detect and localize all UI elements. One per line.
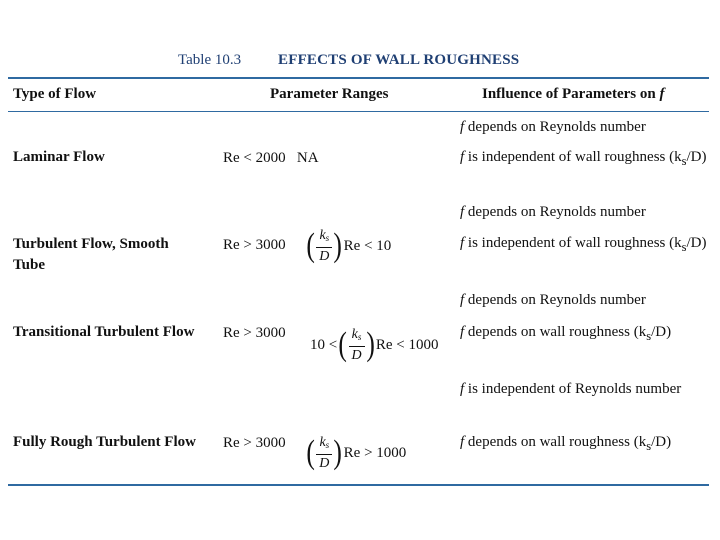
influence-transitional-1: f depends on Reynolds number bbox=[460, 292, 646, 308]
flow-type-laminar: Laminar Flow bbox=[13, 149, 105, 165]
range-re-turbulent-smooth: Re > 3000 bbox=[223, 237, 286, 253]
range-re-transitional: Re > 3000 bbox=[223, 325, 286, 341]
flow-type-turbulent-smooth: Turbulent Flow, Smooth Tube bbox=[13, 236, 169, 273]
range-formula-transitional: 10 < ( ks D ) Re < 1000 bbox=[310, 326, 439, 363]
table-number: Table 10.3 bbox=[178, 52, 242, 68]
flow-type-transitional: Transitional Turbulent Flow bbox=[13, 324, 195, 340]
range-re-fully-rough: Re > 3000 bbox=[223, 435, 286, 451]
range-laminar: Re < 2000 NA bbox=[223, 147, 319, 169]
header-influence: Influence of Parameters on f bbox=[482, 86, 665, 102]
influence-laminar-1: f depends on Reynolds number bbox=[460, 119, 646, 135]
bottom-rule bbox=[8, 484, 709, 486]
header-parameter-ranges: Parameter Ranges bbox=[270, 86, 389, 102]
header-rule bbox=[8, 111, 709, 112]
influence-laminar-2: f is independent of wall roughness (ks/D… bbox=[460, 149, 707, 168]
range-formula-turbulent-smooth: ( ks D ) Re < 10 bbox=[306, 227, 392, 264]
top-rule bbox=[8, 77, 709, 79]
header-type-of-flow: Type of Flow bbox=[13, 86, 97, 102]
range-na: NA bbox=[296, 150, 319, 166]
range-formula-fully-rough: ( ks D ) Re > 1000 bbox=[306, 434, 407, 471]
flow-type-fully-rough: Fully Rough Turbulent Flow bbox=[13, 434, 196, 450]
influence-fully-rough-2: f depends on wall roughness (ks/D) bbox=[460, 434, 672, 453]
influence-transitional-2: f depends on wall roughness (ks/D) bbox=[460, 324, 672, 343]
table-title: EFFECTS OF WALL ROUGHNESS bbox=[278, 52, 520, 68]
range-re: Re < 2000 bbox=[223, 150, 286, 166]
influence-turbulent-smooth-2: f is independent of wall roughness (ks/D… bbox=[460, 235, 707, 254]
influence-fully-rough-1: f is independent of Reynolds number bbox=[460, 381, 682, 397]
influence-turbulent-smooth-1: f depends on Reynolds number bbox=[460, 204, 646, 220]
